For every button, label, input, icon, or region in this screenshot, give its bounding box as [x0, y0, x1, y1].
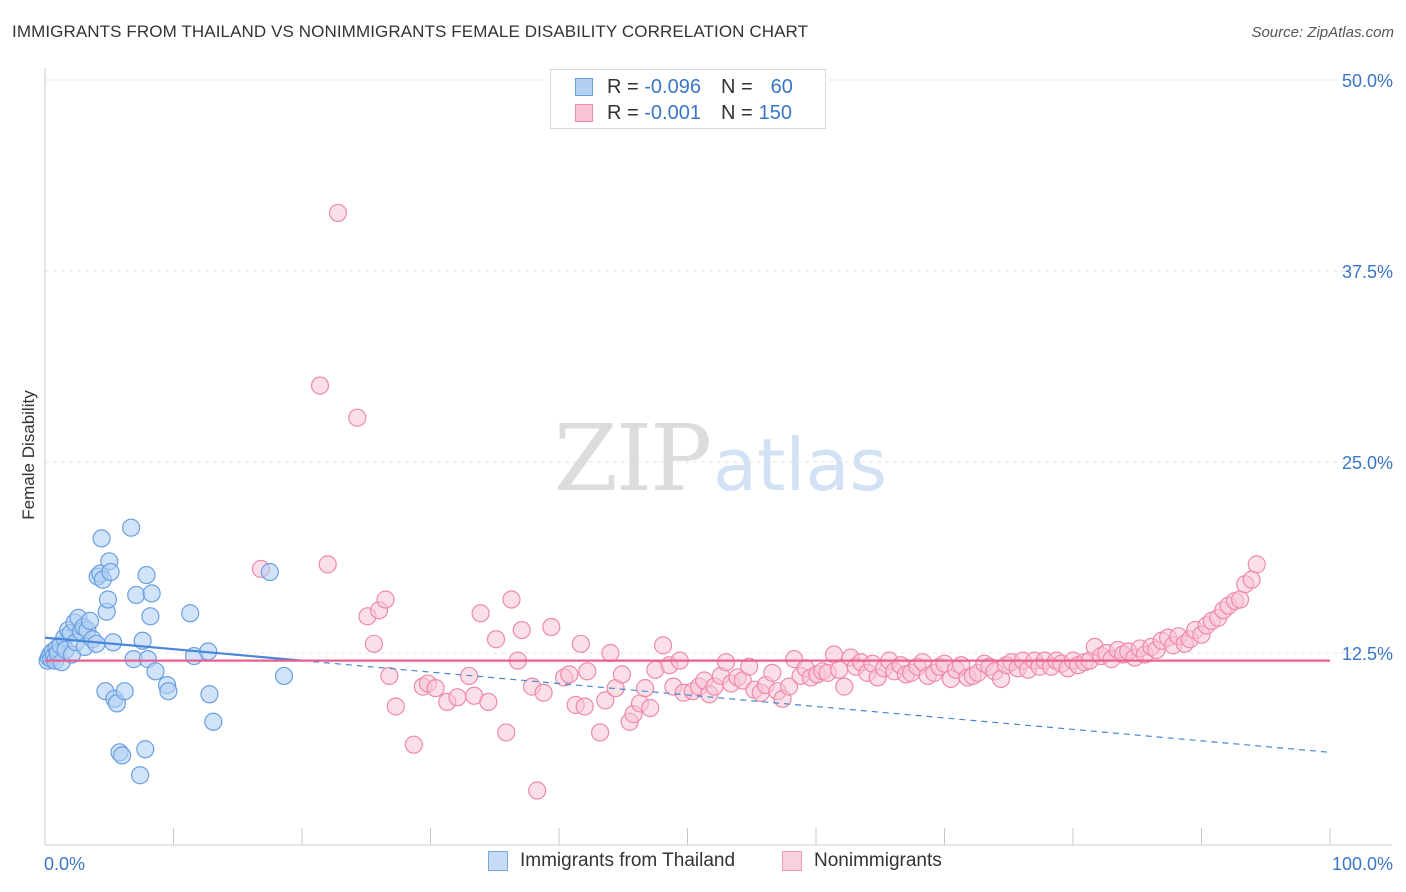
nonimmigrants-point	[637, 680, 654, 697]
thailand-point	[116, 683, 133, 700]
nonimmigrants-point	[579, 663, 596, 680]
y-tick-label-1: 25.0%	[1342, 453, 1393, 473]
nonimmigrants-point	[543, 619, 560, 636]
y-tick-label-3: 50.0%	[1342, 71, 1393, 91]
thailand-point	[123, 519, 140, 536]
nonimmigrants-point	[764, 664, 781, 681]
nonimmigrants-point	[529, 782, 546, 799]
legend-r-label: R =	[607, 102, 639, 125]
nonimmigrants-point	[718, 654, 735, 671]
legend-r-value: -0.096	[644, 76, 701, 99]
thailand-point	[132, 767, 149, 784]
nonimmigrants-point	[498, 724, 515, 741]
thailand-point	[138, 567, 155, 584]
grid-lines	[45, 80, 1392, 653]
nonimmigrants-point	[576, 698, 593, 715]
legend-n-label: N =	[721, 76, 753, 99]
nonimmigrants-point	[1248, 556, 1265, 573]
legend-r-value: -0.001	[644, 102, 701, 125]
nonimmigrants-point	[311, 377, 328, 394]
nonimmigrants-point	[472, 605, 489, 622]
y-tick-label-2: 37.5%	[1342, 262, 1393, 282]
legend-label-nonimmigrants: Nonimmigrants	[814, 850, 942, 872]
nonimmigrants-point	[561, 666, 578, 683]
nonimmigrants-point	[535, 684, 552, 701]
thailand-point	[142, 608, 159, 625]
nonimmigrants-point	[427, 680, 444, 697]
nonimmigrants-point	[405, 736, 422, 753]
thailand-point	[143, 585, 160, 602]
legend-item-nonimmigrants[interactable]: Nonimmigrants	[782, 850, 942, 872]
nonimmigrants-point	[513, 622, 530, 639]
legend-swatch-pink	[575, 104, 593, 122]
nonimmigrants-point	[449, 689, 466, 706]
nonimmigrants-point	[377, 591, 394, 608]
legend-n-label: N =	[721, 102, 753, 125]
thailand-point	[205, 713, 222, 730]
thailand-point	[128, 586, 145, 603]
watermark-zip: ZIP	[554, 405, 710, 512]
y-axis-label: Female Disability	[19, 390, 38, 520]
legend-label-thailand: Immigrants from Thailand	[520, 850, 735, 872]
legend-swatch-blue	[488, 851, 508, 871]
watermark-atlas: atlas	[713, 423, 887, 507]
nonimmigrants-point	[1232, 591, 1249, 608]
legend-n-value: 150	[759, 102, 792, 125]
nonimmigrants-point	[655, 637, 672, 654]
thailand-point	[261, 564, 278, 581]
stats-legend: R = -0.096 N = 60 R = -0.001 N = 150	[550, 69, 826, 129]
thailand-point	[93, 530, 110, 547]
legend-r-label: R =	[607, 76, 639, 99]
nonimmigrants-point	[349, 409, 366, 426]
nonimmigrants-point	[488, 631, 505, 648]
legend-n-value: 60	[771, 76, 793, 99]
nonimmigrants-point	[836, 678, 853, 695]
series-legend: Immigrants from Thailand Nonimmigrants	[0, 850, 1406, 878]
legend-row-thailand: R = -0.096 N = 60	[575, 74, 793, 100]
nonimmigrants-point	[365, 635, 382, 652]
legend-swatch-pink	[782, 851, 802, 871]
scatter-chart: ZIP atlas 12.5%25.0%37.5%50.0%0.0% 100.0%…	[0, 0, 1406, 892]
nonimmigrants-point	[480, 693, 497, 710]
nonimmigrants-point	[319, 556, 336, 573]
thailand-point	[201, 686, 218, 703]
nonimmigrants-point	[387, 698, 404, 715]
nonimmigrants-point	[642, 700, 659, 717]
y-tick-label-0: 12.5%	[1342, 644, 1393, 664]
thailand-point	[160, 683, 177, 700]
thailand-point	[182, 605, 199, 622]
nonimmigrants-point	[381, 667, 398, 684]
legend-item-thailand[interactable]: Immigrants from Thailand	[488, 850, 735, 872]
thailand-points	[39, 519, 292, 784]
nonimmigrants-point	[572, 635, 589, 652]
nonimmigrants-point	[1243, 571, 1260, 588]
nonimmigrants-point	[592, 724, 609, 741]
watermark: ZIP atlas	[554, 405, 887, 512]
nonimmigrants-point	[602, 645, 619, 662]
thailand-point	[276, 667, 293, 684]
thailand-point	[147, 663, 164, 680]
thailand-point	[81, 612, 98, 629]
legend-swatch-blue	[575, 78, 593, 96]
thailand-point	[114, 747, 131, 764]
nonimmigrants-point	[503, 591, 520, 608]
thailand-point	[137, 741, 154, 758]
nonimmigrants-point	[329, 204, 346, 221]
thailand-point	[102, 564, 119, 581]
legend-row-nonimmigrants: R = -0.001 N = 150	[575, 100, 792, 126]
nonimmigrants-point	[613, 666, 630, 683]
thailand-point	[99, 591, 116, 608]
